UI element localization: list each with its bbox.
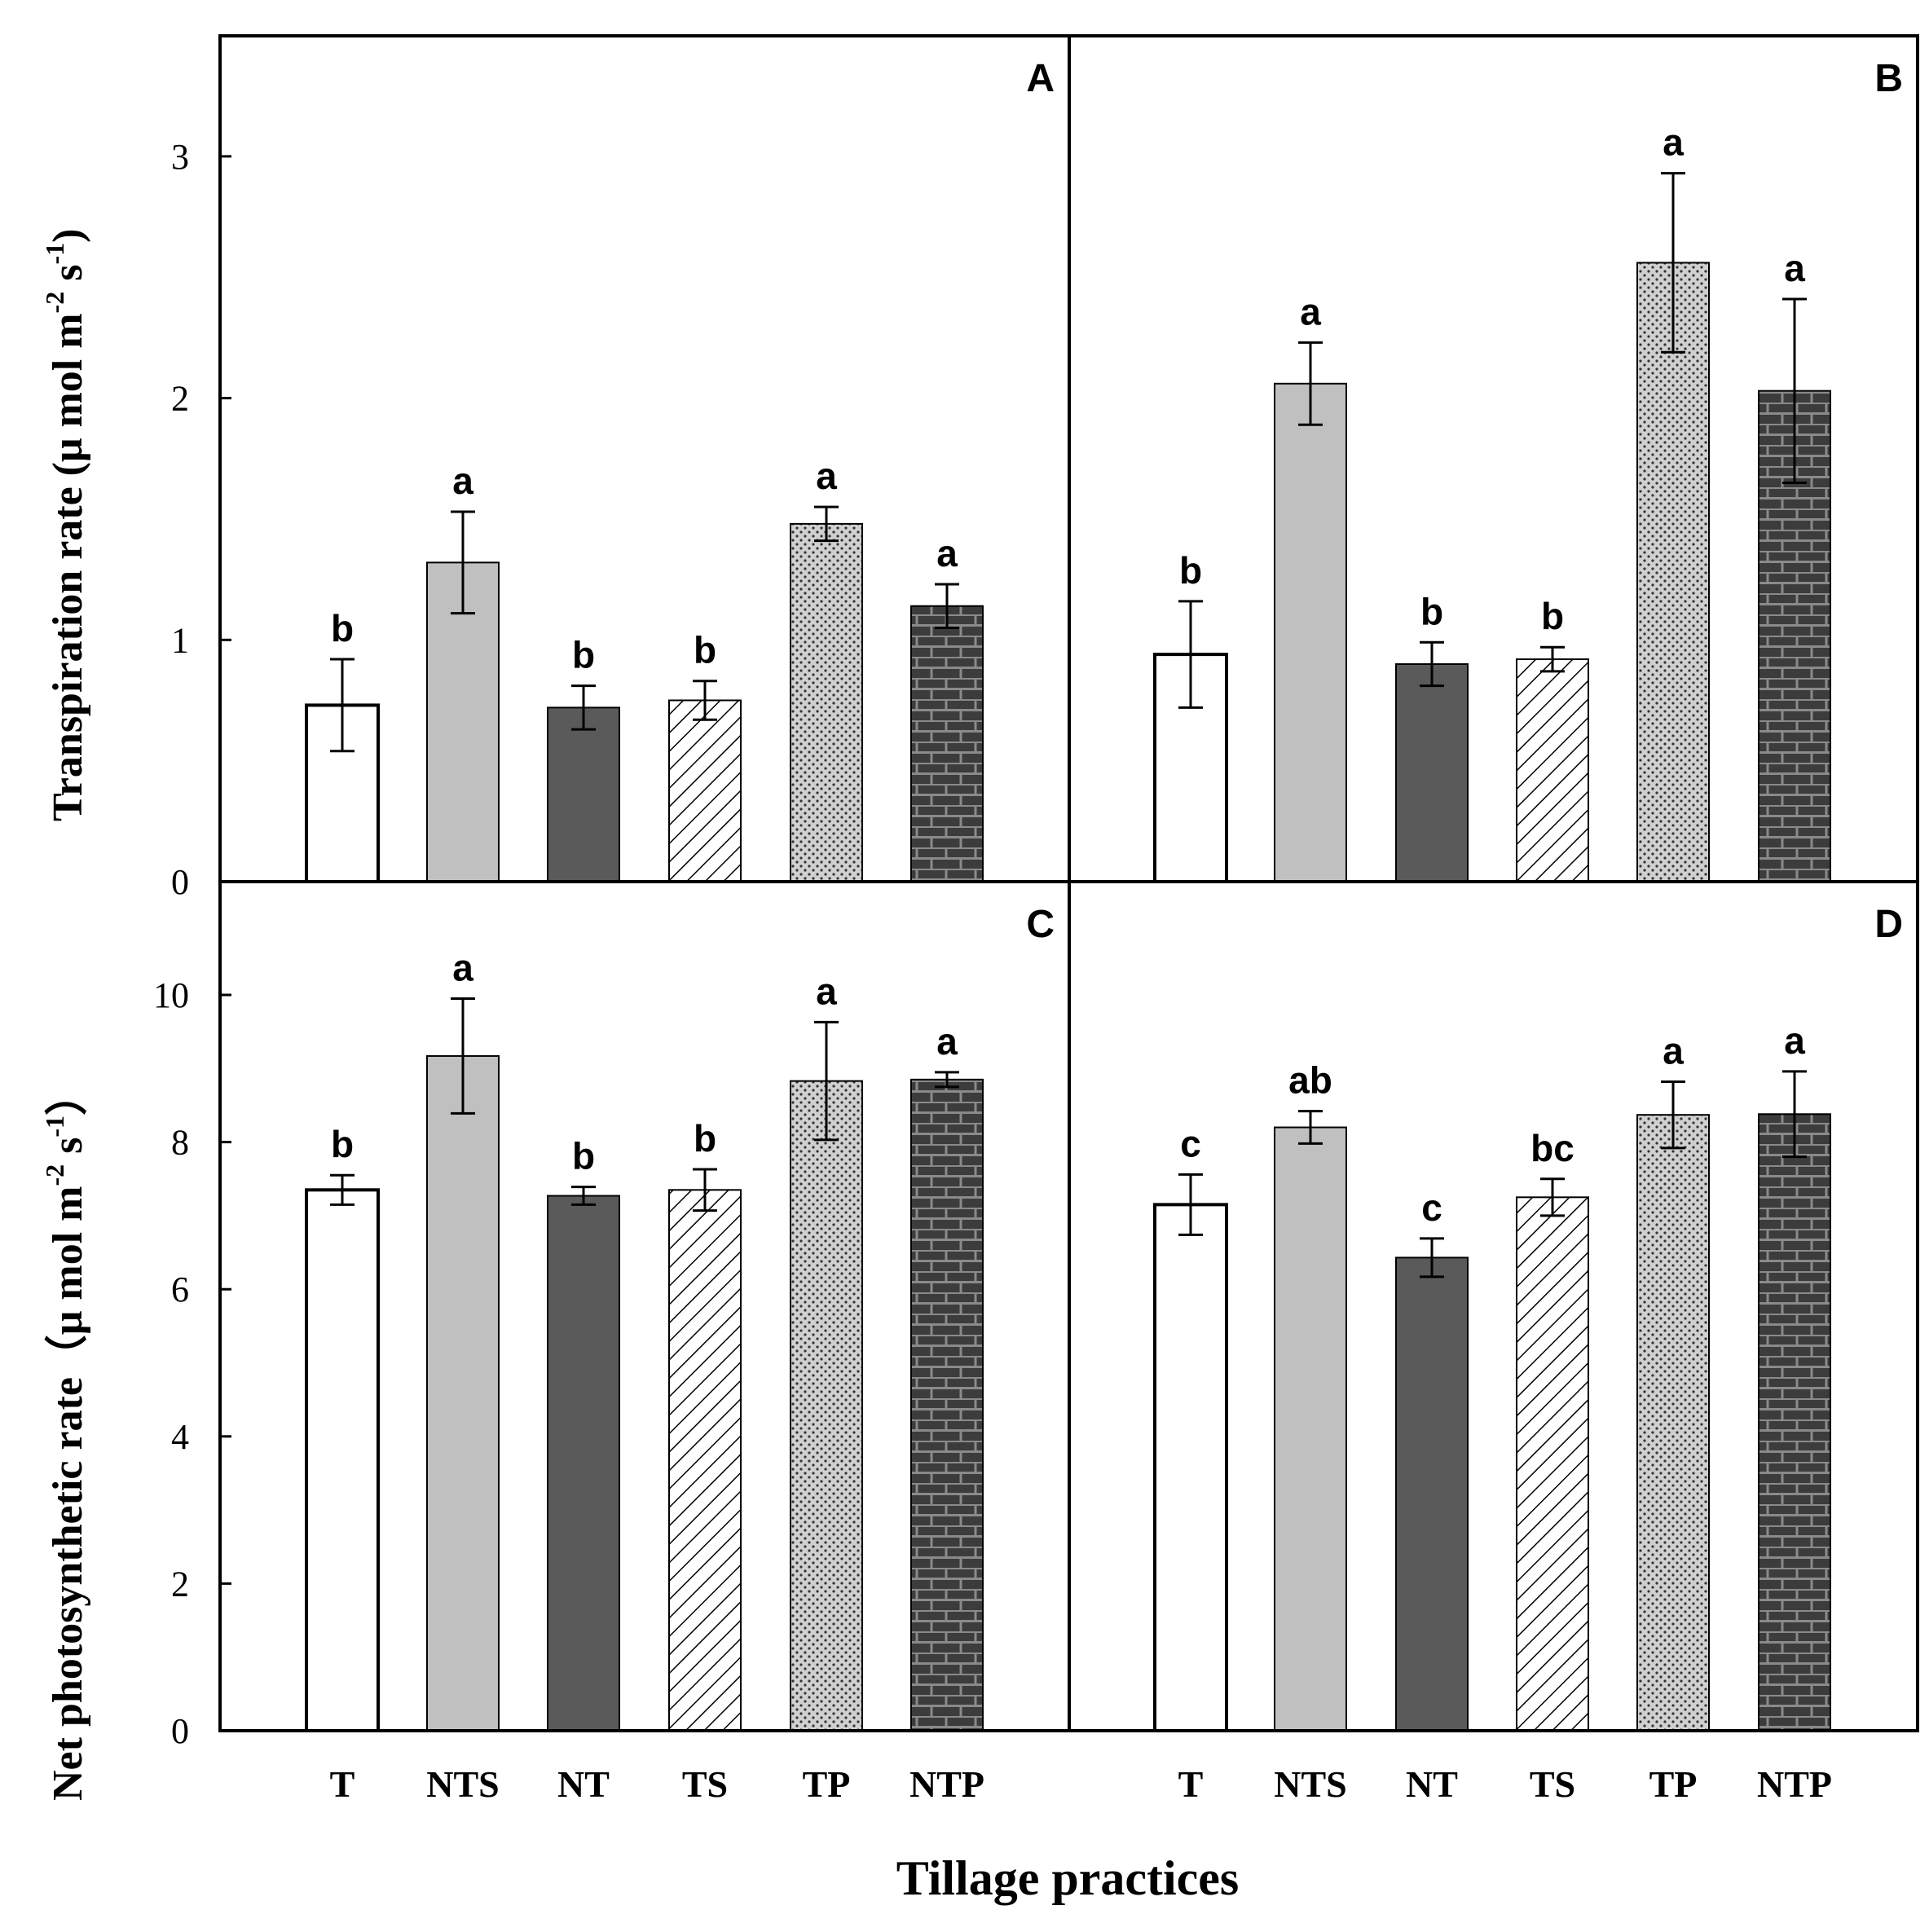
panel-label: C (1026, 903, 1055, 946)
significance-letter: b (1420, 590, 1443, 632)
bar-tp (1636, 262, 1710, 882)
significance-letter: c (1180, 1122, 1201, 1164)
y-tick-label: 1 (171, 620, 189, 660)
x-tick-label: TP (1649, 1763, 1698, 1805)
x-tick-label: TS (682, 1763, 728, 1805)
significance-letter: b (1541, 595, 1564, 637)
bar-ntp (910, 605, 984, 883)
bar-nts (1274, 1126, 1347, 1732)
y-tick-label: 2 (171, 379, 189, 419)
significance-letter: a (1663, 1030, 1684, 1072)
significance-letter: a (816, 970, 837, 1012)
significance-letter: ab (1288, 1059, 1332, 1102)
ylabel-bottom: Net photosynthetic rate（μ mol m-2 s-1） (40, 1073, 91, 1801)
x-tick-label: NT (557, 1763, 610, 1805)
significance-letter: b (1179, 549, 1202, 592)
y-tick-label: 8 (171, 1123, 189, 1163)
x-tick-label: TS (1530, 1763, 1575, 1805)
x-tick-label: TP (803, 1763, 851, 1805)
significance-letter: a (1663, 121, 1684, 164)
y-tick-label: 6 (171, 1270, 189, 1309)
x-tick-label: T (330, 1763, 355, 1805)
significance-letter: b (572, 634, 595, 676)
y-tick-label: 4 (171, 1417, 189, 1457)
significance-letter: bc (1530, 1127, 1574, 1169)
significance-letter: a (452, 460, 473, 502)
panel-label: B (1874, 57, 1903, 100)
bar-nts (426, 561, 500, 883)
bar-tp (1636, 1114, 1710, 1732)
panel-a: A 0 1 2 3 b a b b a a (171, 57, 1055, 902)
x-tick-label: NTP (909, 1763, 984, 1805)
bar-ntp (910, 1078, 984, 1732)
significance-letter: b (331, 1123, 354, 1165)
y-tick-label: 0 (171, 862, 189, 902)
panel-label: A (1026, 57, 1055, 100)
y-tick-label: 3 (171, 137, 189, 177)
bar-nt (1395, 1256, 1469, 1732)
bar-ts (1516, 1196, 1589, 1732)
y-tick-label: 0 (171, 1711, 189, 1751)
significance-letter: a (1784, 1019, 1805, 1062)
x-tick-label: T (1178, 1763, 1204, 1805)
x-tick-label: NTS (426, 1763, 499, 1805)
significance-letter: a (1300, 290, 1321, 332)
significance-letter: a (936, 1020, 958, 1063)
significance-letter: b (694, 629, 716, 671)
bar-nts (426, 1054, 500, 1732)
bar-t (305, 1188, 380, 1733)
bar-ts (668, 699, 742, 882)
panel-c: C 0 2 4 6 8 10 b Ta NTS b NT b TS a TP a NTP (153, 903, 1055, 1805)
significance-letter: c (1421, 1186, 1442, 1229)
significance-letter: b (694, 1117, 716, 1160)
bar-nt (547, 706, 620, 882)
bar-ts (668, 1189, 742, 1732)
bar-tp (790, 522, 863, 882)
bar-nts (1274, 382, 1347, 883)
y-tick-label: 2 (171, 1564, 189, 1604)
significance-letter: b (572, 1135, 595, 1177)
y-tick-label: 10 (153, 975, 189, 1015)
significance-letter: b (331, 607, 354, 649)
bar-nt (1395, 662, 1469, 882)
significance-letter: a (936, 532, 958, 574)
x-tick-label: NTP (1757, 1763, 1832, 1805)
x-tick-label: NTS (1274, 1763, 1346, 1805)
bar-tp (790, 1080, 863, 1732)
ylabel-top: Transpiration rate (μ mol m-2 s-1) (40, 229, 91, 821)
xlabel: Tillage practices (896, 1851, 1239, 1905)
panel-d: Dc Tab NTS c NT bc TS a TP a NTP (1153, 903, 1903, 1805)
x-tick-label: NT (1406, 1763, 1458, 1805)
panel-b: Bb a b b a a (1153, 57, 1903, 883)
significance-letter: a (452, 947, 473, 989)
bar-ntp (1758, 1113, 1831, 1732)
bar-ts (1516, 658, 1589, 882)
panel-label: D (1874, 903, 1903, 946)
significance-letter: a (816, 455, 837, 497)
bar-nt (547, 1195, 620, 1732)
significance-letter: a (1784, 247, 1805, 289)
bar-t (1153, 1203, 1228, 1732)
